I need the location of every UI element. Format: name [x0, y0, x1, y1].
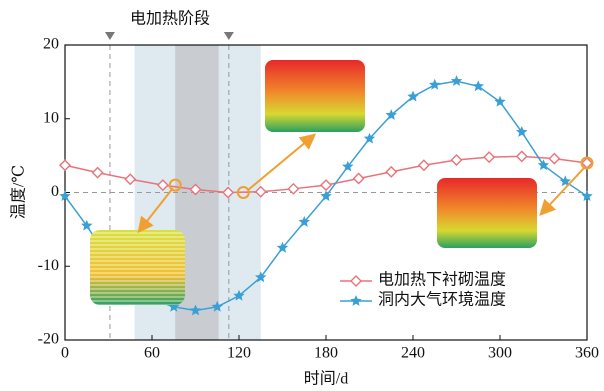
star-marker	[494, 96, 505, 107]
star-marker	[429, 79, 441, 90]
chart: -20 -10 0 10 20 0 60 120 180 240 300 360 电加热下衬砌温度洞内…	[0, 0, 604, 391]
thumbnail-stripes	[90, 230, 185, 305]
y-tick-label: 0	[51, 183, 59, 200]
star-marker	[350, 295, 361, 306]
diamond-marker	[517, 151, 527, 161]
x-tick-label: 360	[575, 345, 599, 362]
x-tick-label: 120	[227, 345, 251, 362]
diamond-marker	[386, 167, 396, 177]
diamond-marker	[288, 184, 298, 194]
x-tick-label: 60	[144, 345, 160, 362]
x-axis-label: 时间/d	[304, 370, 348, 388]
legend-label: 电加热下衬砌温度	[378, 271, 506, 289]
thumbnail	[265, 60, 365, 132]
phase-triangle	[105, 32, 115, 40]
diamond-marker	[354, 173, 364, 183]
diamond-marker	[351, 276, 361, 286]
x-tick-label: 240	[401, 345, 425, 362]
diamond-marker	[93, 168, 103, 178]
diamond-marker	[549, 154, 559, 164]
phase-label: 电加热阶段	[130, 10, 210, 28]
thumbnail	[437, 178, 537, 248]
y-axis-label: 温度/℃	[10, 165, 28, 219]
y-tick-label: -20	[38, 331, 59, 348]
y-tick-label: 20	[43, 36, 59, 53]
y-tick-label: -10	[38, 257, 59, 274]
diamond-marker	[419, 160, 429, 170]
diamond-marker	[452, 155, 462, 165]
star-marker	[451, 75, 462, 86]
diamond-marker	[125, 174, 135, 184]
x-tick-label: 300	[488, 345, 512, 362]
diamond-marker	[484, 152, 494, 162]
diamond-marker	[321, 180, 331, 190]
y-tick-label: 10	[43, 109, 59, 126]
x-tick-label: 0	[61, 345, 69, 362]
x-tick-label: 180	[314, 345, 338, 362]
phase-triangle	[224, 32, 234, 40]
legend-label: 洞内大气环境温度	[378, 290, 506, 309]
diamond-marker	[60, 160, 70, 170]
